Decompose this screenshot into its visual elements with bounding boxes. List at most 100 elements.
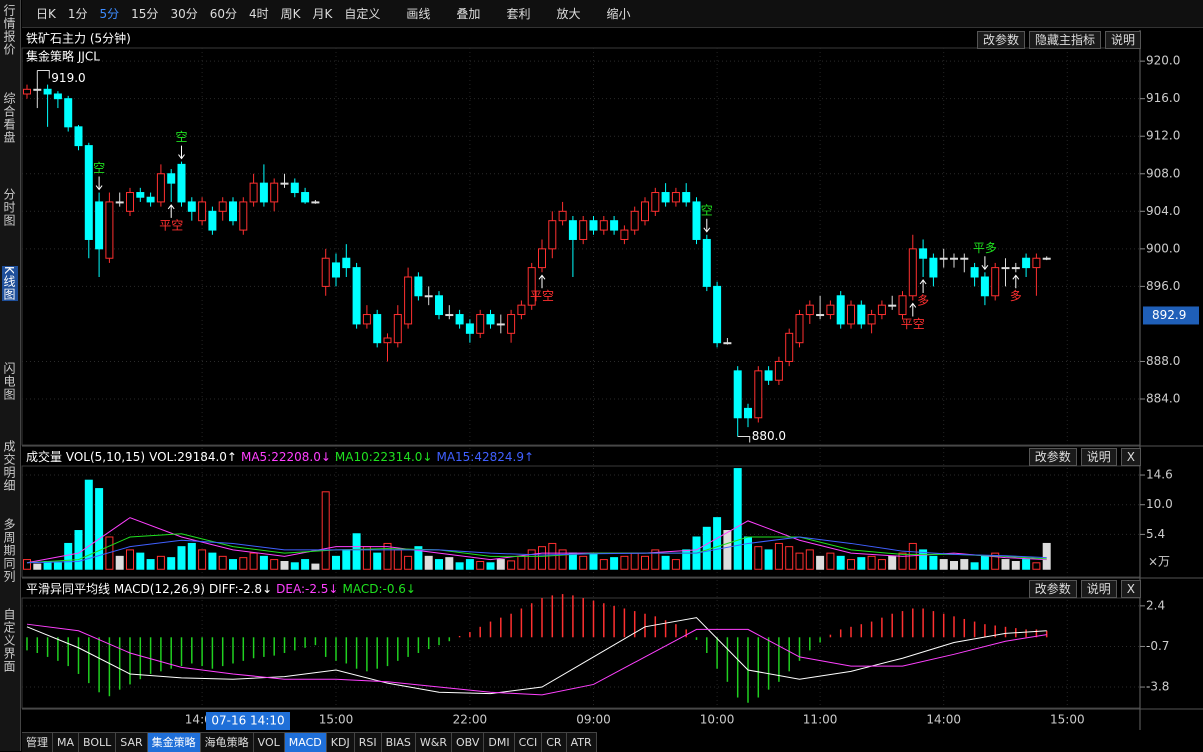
sidebar-tab[interactable]: K线图 bbox=[2, 266, 18, 301]
toolbar-item[interactable]: 自定义 bbox=[344, 7, 381, 21]
sidebar-tab[interactable]: 综合看盘 bbox=[2, 92, 16, 144]
volume-bar bbox=[950, 561, 958, 570]
volume-bar bbox=[847, 559, 855, 570]
toolbar-item[interactable]: 缩小 bbox=[606, 7, 631, 21]
signal-label: 平多 bbox=[973, 241, 997, 255]
candle-body bbox=[476, 314, 485, 334]
signal-arrow bbox=[1012, 274, 1020, 289]
header-item: DIFF:-2.8↓ bbox=[209, 582, 272, 596]
candle-body bbox=[558, 210, 567, 222]
toolbar-item[interactable]: 60分 bbox=[209, 7, 237, 21]
volume-bar bbox=[651, 549, 660, 570]
volume-bar bbox=[527, 549, 536, 570]
candle-body bbox=[991, 267, 1000, 297]
toolbar-item[interactable]: 放大 bbox=[556, 7, 581, 21]
indicator-tab[interactable]: MACD bbox=[284, 733, 327, 752]
candle-body bbox=[208, 210, 217, 231]
indicator-tab[interactable]: RSI bbox=[355, 733, 382, 752]
candle-body bbox=[970, 267, 979, 278]
indicator-tab[interactable]: BOLL bbox=[79, 733, 117, 752]
toolbar-item[interactable]: 15分 bbox=[131, 7, 159, 21]
volume-bar bbox=[136, 552, 145, 570]
header-item: MACD:-0.6↓ bbox=[342, 582, 415, 596]
volume-bar bbox=[558, 549, 567, 570]
toolbar-item[interactable]: 1分 bbox=[67, 7, 88, 21]
candle-body bbox=[115, 201, 124, 204]
title-button[interactable]: 说明 bbox=[1104, 31, 1141, 49]
toolbar-item[interactable]: 套利 bbox=[506, 7, 531, 21]
volume-bar bbox=[435, 559, 443, 570]
sidebar-tab[interactable]: 行情报价 bbox=[2, 4, 16, 56]
title-button[interactable]: 改参数 bbox=[976, 31, 1025, 49]
indicator-tab[interactable]: 集金策略 bbox=[147, 733, 201, 752]
candle-body bbox=[486, 314, 495, 325]
title-button[interactable]: 隐藏主指标 bbox=[1028, 31, 1101, 49]
sidebar-tab[interactable]: 成交明细 bbox=[2, 440, 16, 492]
candle-body bbox=[898, 295, 907, 316]
signal-arrow bbox=[538, 274, 546, 289]
indicator-tab[interactable]: VOL bbox=[254, 733, 285, 752]
indicator-tab[interactable]: 海龟策略 bbox=[201, 733, 254, 752]
toolbar-item[interactable]: 4时 bbox=[249, 7, 269, 21]
candle-body bbox=[641, 201, 649, 222]
indicator-tab[interactable]: CR bbox=[542, 733, 567, 752]
candle-body bbox=[105, 201, 114, 259]
volume-bar bbox=[764, 549, 773, 570]
volume-bar bbox=[445, 557, 454, 570]
candle-body bbox=[847, 304, 855, 325]
indicator-tab[interactable]: DMI bbox=[484, 733, 515, 752]
candle-body bbox=[496, 323, 505, 326]
x-tick-label: 10:00 bbox=[700, 713, 735, 727]
indicator-tab[interactable]: BIAS bbox=[382, 733, 416, 752]
volume-bar bbox=[332, 555, 340, 570]
volume-buttons: 改参数 说明 X bbox=[1028, 448, 1141, 466]
candle-body bbox=[332, 262, 340, 278]
volume-bar bbox=[239, 557, 248, 570]
candle-body bbox=[785, 332, 794, 362]
panel-button[interactable]: X bbox=[1120, 580, 1141, 598]
toolbar-item[interactable]: 叠加 bbox=[456, 7, 481, 21]
volume-bar bbox=[208, 552, 217, 570]
panel-button[interactable]: X bbox=[1120, 448, 1141, 466]
sidebar-tab[interactable]: 闪电图 bbox=[2, 362, 16, 401]
indicator-tab[interactable]: MA bbox=[53, 733, 80, 752]
y-tick-label: 904.0 bbox=[1146, 204, 1180, 218]
indicator-tab[interactable]: OBV bbox=[452, 733, 485, 752]
indicator-tab[interactable]: W&R bbox=[416, 733, 452, 752]
sidebar-tab[interactable]: 分时图 bbox=[2, 188, 16, 227]
volume-bar bbox=[126, 549, 134, 570]
panel-button[interactable]: 改参数 bbox=[1028, 448, 1077, 466]
toolbar-item[interactable]: 日K bbox=[36, 7, 56, 21]
indicator-tab[interactable]: 管理 bbox=[22, 733, 53, 752]
candle-body bbox=[290, 182, 299, 194]
toolbar-item[interactable]: 30分 bbox=[170, 7, 198, 21]
candle-body bbox=[754, 370, 763, 419]
candle-body bbox=[455, 314, 464, 325]
indicator-tab[interactable]: SAR bbox=[116, 733, 148, 752]
volume-bar bbox=[661, 555, 670, 570]
volume-bar bbox=[754, 546, 763, 570]
x-tick-label: 14:00 bbox=[926, 713, 961, 727]
toolbar-item[interactable]: 月K bbox=[312, 7, 333, 21]
candle-body bbox=[342, 257, 351, 269]
volume-bar bbox=[321, 491, 330, 570]
volume-bar bbox=[836, 555, 845, 570]
volume-bar bbox=[424, 555, 433, 570]
sidebar-tab[interactable]: 多周期同列 bbox=[2, 518, 16, 583]
volume-bar bbox=[280, 561, 289, 570]
volume-bar bbox=[146, 559, 155, 570]
panel-button[interactable]: 说明 bbox=[1080, 448, 1117, 466]
toolbar-item[interactable]: 周K bbox=[280, 7, 301, 21]
candle-body bbox=[548, 220, 557, 250]
indicator-tab[interactable]: KDJ bbox=[327, 733, 355, 752]
sidebar-tab[interactable]: 自定义界面 bbox=[2, 608, 16, 673]
volume-bar bbox=[64, 542, 73, 570]
panel-button[interactable]: 改参数 bbox=[1028, 580, 1077, 598]
y-tick-label: 2.4 bbox=[1146, 598, 1165, 612]
panel-button[interactable]: 说明 bbox=[1080, 580, 1117, 598]
toolbar-item[interactable]: 5分 bbox=[99, 7, 120, 21]
toolbar-item[interactable]: 画线 bbox=[406, 7, 431, 21]
y-tick-label: 10.0 bbox=[1146, 497, 1173, 511]
indicator-tab[interactable]: ATR bbox=[567, 733, 597, 752]
indicator-tab[interactable]: CCI bbox=[515, 733, 543, 752]
